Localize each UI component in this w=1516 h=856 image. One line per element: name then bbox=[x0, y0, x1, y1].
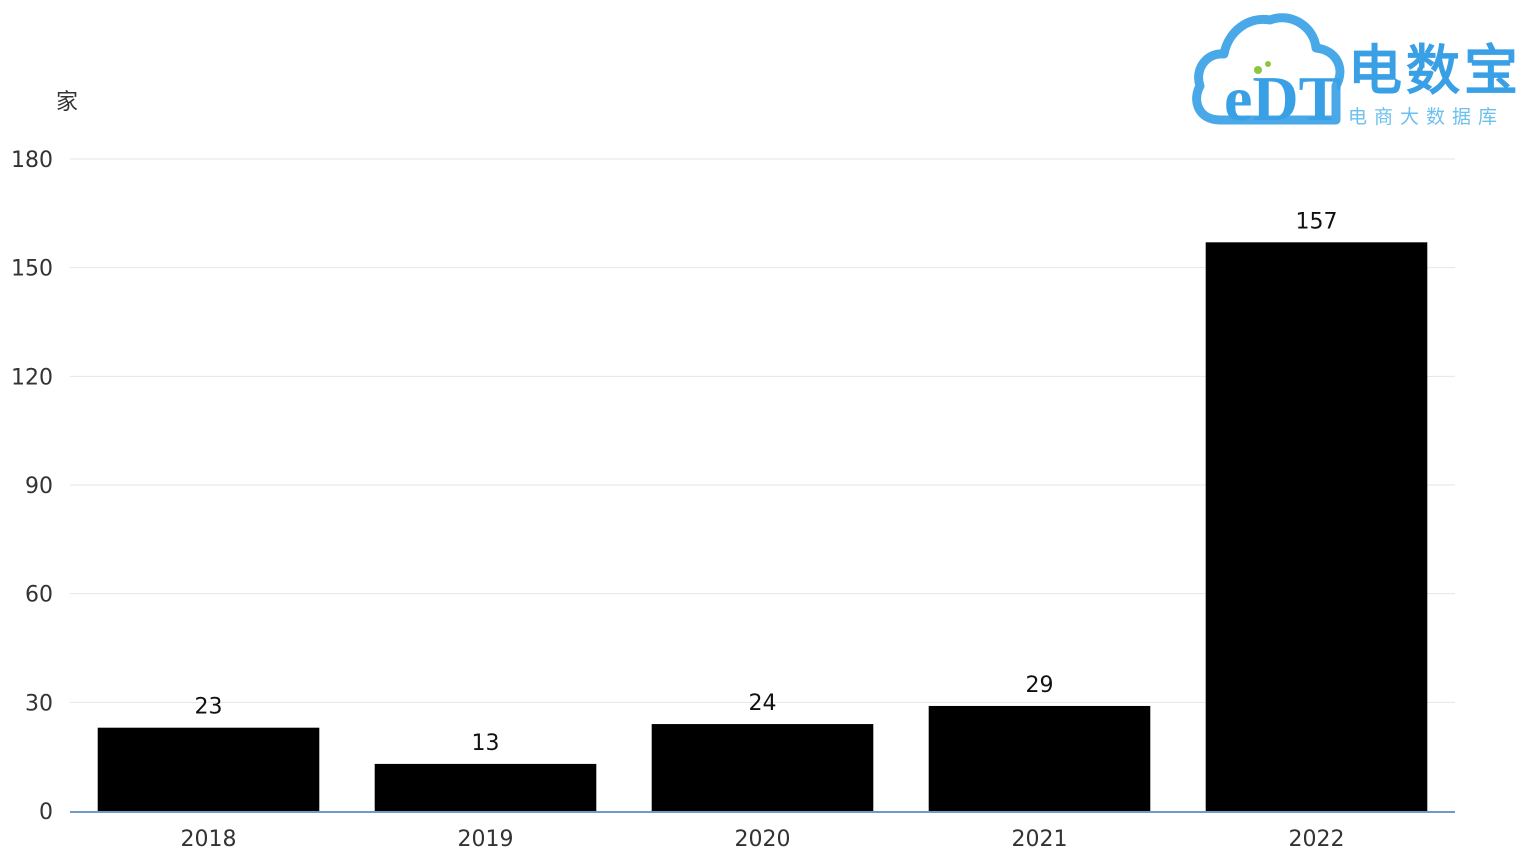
y-tick-label: 150 bbox=[11, 257, 53, 282]
bar-value-label: 29 bbox=[1026, 673, 1054, 698]
bar-value-labels: 23 13 24 29 157 bbox=[195, 209, 1338, 756]
bar bbox=[1205, 242, 1428, 812]
y-axis-ticks: 0 30 60 90 120 150 180 bbox=[11, 148, 53, 825]
x-tick-label: 2018 bbox=[181, 827, 237, 852]
bar bbox=[651, 724, 874, 811]
bar bbox=[374, 763, 597, 811]
x-tick-label: 2020 bbox=[735, 827, 791, 852]
bar bbox=[97, 727, 320, 811]
bar-value-label: 23 bbox=[195, 695, 223, 720]
edt-logo: eDT 电数宝 电商大数据库 bbox=[1190, 8, 1516, 132]
y-tick-label: 60 bbox=[25, 583, 53, 608]
y-tick-label: 180 bbox=[11, 148, 53, 173]
y-tick-label: 90 bbox=[25, 474, 53, 499]
y-tick-label: 120 bbox=[11, 365, 53, 390]
x-tick-label: 2019 bbox=[458, 827, 514, 852]
bar bbox=[928, 705, 1151, 811]
y-tick-label: 30 bbox=[25, 691, 53, 716]
y-axis-unit-label: 家 bbox=[56, 90, 79, 115]
x-tick-label: 2022 bbox=[1289, 827, 1345, 852]
cloud-logo-icon: eDT bbox=[1192, 13, 1345, 132]
logo-title: 电数宝 bbox=[1348, 39, 1516, 102]
bar-value-label: 157 bbox=[1296, 209, 1338, 234]
x-tick-label: 2021 bbox=[1012, 827, 1068, 852]
bar-value-label: 24 bbox=[749, 691, 777, 716]
bars bbox=[97, 242, 1428, 812]
bar-value-label: 13 bbox=[472, 731, 500, 756]
logo-brand-text: eDT bbox=[1224, 63, 1341, 132]
x-axis-ticks: 2018 2019 2020 2021 2022 bbox=[181, 827, 1345, 852]
logo-subtitle: 电商大数据库 bbox=[1348, 106, 1505, 128]
y-tick-label: 0 bbox=[39, 800, 53, 825]
